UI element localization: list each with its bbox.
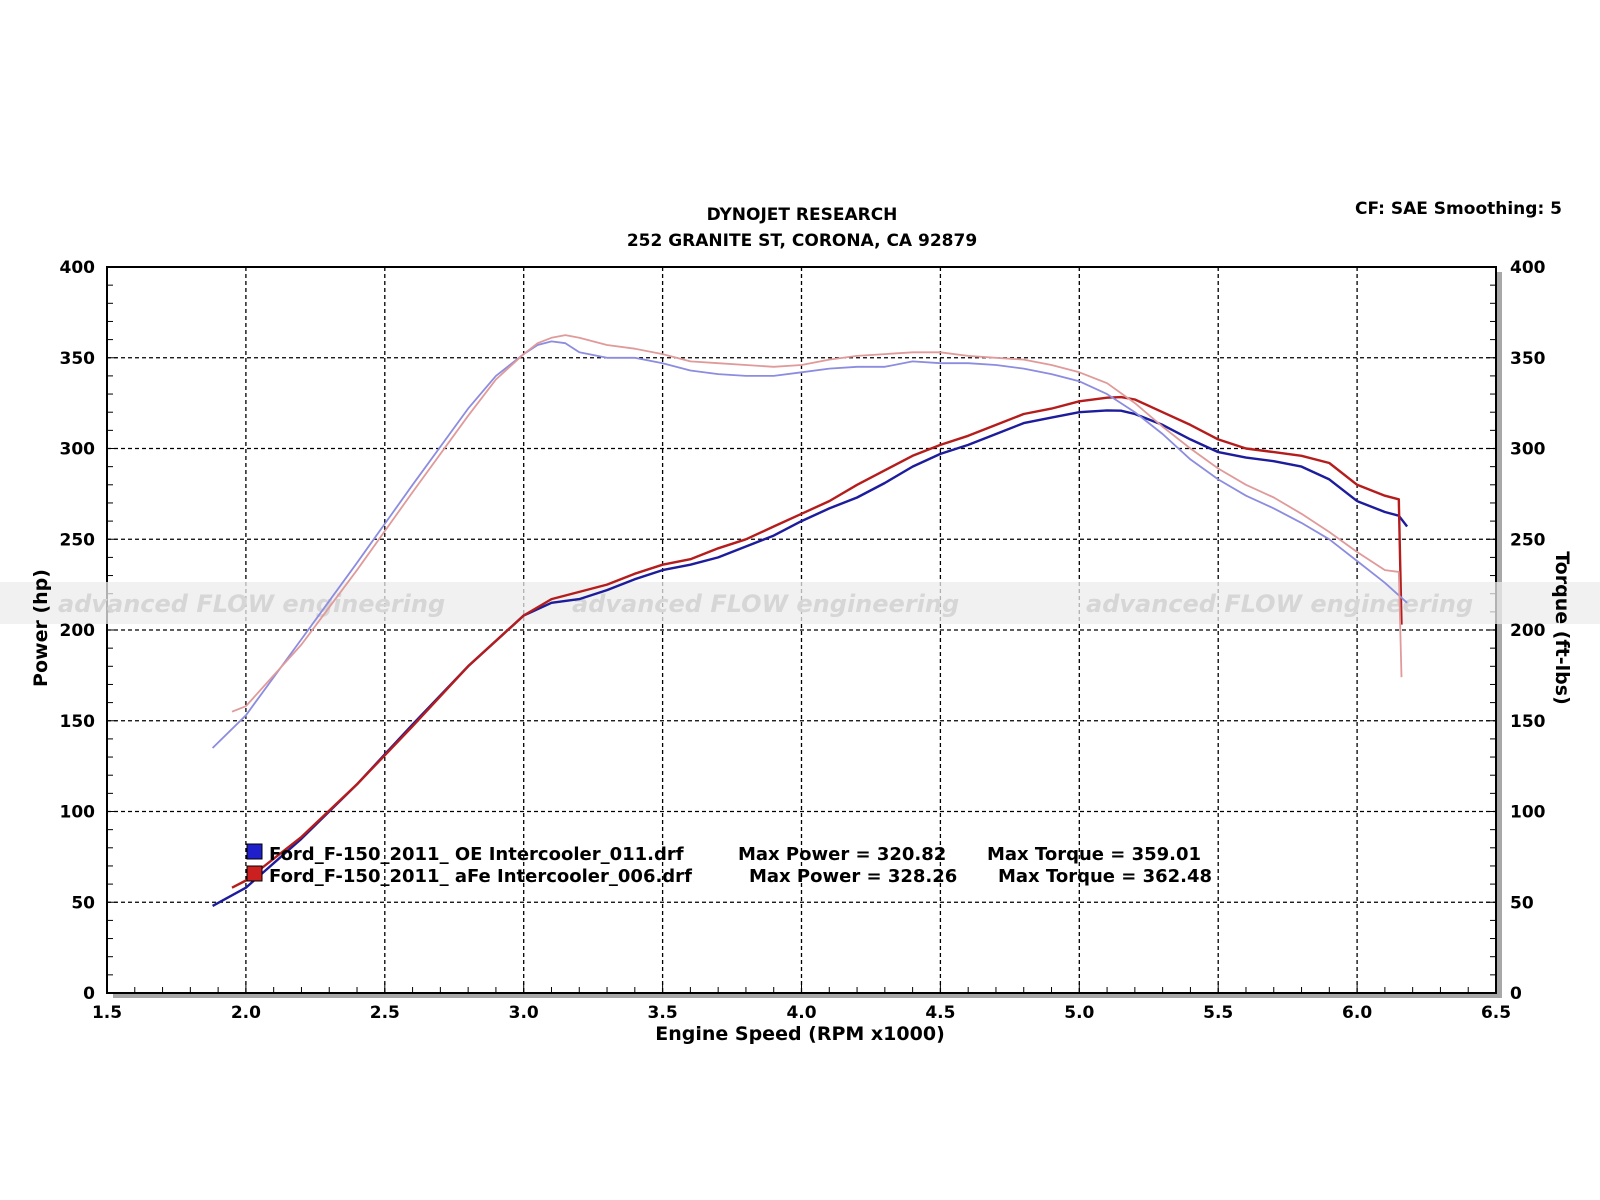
grid-lines <box>107 267 1496 993</box>
y-tick-label-left: 100 <box>60 803 96 823</box>
legend-file-afe: Ford_F-150_2011_ aFe Intercooler_006.drf <box>269 866 692 887</box>
x-axis-title: Engine Speed (RPM x1000) <box>655 1023 945 1045</box>
y-tick-label-right: 250 <box>1510 530 1546 550</box>
series-afe-power-line <box>231 395 1403 889</box>
chart-title-line1: DYNOJET RESEARCH <box>707 205 898 225</box>
chart-title-line2: 252 GRANITE ST, CORONA, CA 92879 <box>627 231 977 251</box>
x-tick-label: 3.0 <box>509 1003 539 1023</box>
watermark-text-3: advanced FLOW engineering <box>1086 590 1473 618</box>
legend-max-torque-oe: Max Torque = 359.01 <box>987 844 1201 865</box>
y-tick-label-left: 50 <box>71 893 95 913</box>
y-tick-label-left: 150 <box>60 712 96 732</box>
series-afe-torque-line <box>231 334 1403 713</box>
y-axis-title-right: Torque (ft-lbs) <box>1551 551 1573 705</box>
legend: Ford_F-150_2011_ OE Intercooler_011.drf … <box>246 843 1212 887</box>
watermark-text-2: advanced FLOW engineering <box>572 590 959 618</box>
y-tick-label-right: 300 <box>1510 440 1546 460</box>
legend-file-oe: Ford_F-150_2011_ OE Intercooler_011.drf <box>269 844 684 865</box>
y-tick-label-right: 350 <box>1510 349 1546 369</box>
y-tick-label-left: 350 <box>60 349 96 369</box>
watermark-band <box>0 582 1600 624</box>
minor-ticks <box>106 266 1497 994</box>
series-layer <box>211 334 1409 907</box>
y-tick-label-right: 100 <box>1510 803 1546 823</box>
y-tick-label-right: 50 <box>1510 893 1534 913</box>
series-oe-power-line <box>212 409 1409 907</box>
x-tick-label: 1.5 <box>92 1003 122 1023</box>
x-tick-label: 5.5 <box>1203 1003 1233 1023</box>
y-tick-label-left: 300 <box>60 440 96 460</box>
y-tick-label-right: 0 <box>1510 984 1522 1004</box>
legend-max-power-oe: Max Power = 320.82 <box>738 844 946 865</box>
legend-swatch-oe <box>246 843 263 860</box>
x-tick-label: 3.5 <box>648 1003 678 1023</box>
y-tick-label-right: 400 <box>1510 258 1546 278</box>
x-tick-label: 4.0 <box>786 1003 816 1023</box>
y-tick-label-left: 200 <box>60 621 96 641</box>
y-axis-title-left: Power (hp) <box>30 569 52 687</box>
x-tick-label: 4.5 <box>925 1003 955 1023</box>
x-tick-label: 6.0 <box>1342 1003 1372 1023</box>
y-tick-label-left: 0 <box>83 984 95 1004</box>
legend-max-torque-afe: Max Torque = 362.48 <box>998 866 1212 887</box>
x-tick-label: 2.0 <box>231 1003 261 1023</box>
x-tick-label: 2.5 <box>370 1003 400 1023</box>
y-tick-label-left: 250 <box>60 530 96 550</box>
x-tick-labels: 1.5 2.0 2.5 3.0 3.5 4.0 4.5 5.0 5.5 6.0 6.5 <box>92 1003 1511 1023</box>
legend-max-power-afe: Max Power = 328.26 <box>749 866 957 887</box>
y-tick-labels-left: 0 50 100 150 200 250 300 350 400 <box>60 258 96 1004</box>
legend-swatch-afe <box>246 865 263 882</box>
y-tick-label-left: 400 <box>60 258 96 278</box>
y-tick-label-right: 150 <box>1510 712 1546 732</box>
y-tick-label-right: 200 <box>1510 621 1546 641</box>
y-tick-labels-right: 0 50 100 150 200 250 300 350 400 <box>1510 258 1546 1004</box>
x-tick-label: 5.0 <box>1064 1003 1094 1023</box>
x-tick-label: 6.5 <box>1481 1003 1511 1023</box>
correction-info: CF: SAE Smoothing: 5 <box>1355 199 1562 219</box>
watermark-text-1: advanced FLOW engineering <box>58 590 445 618</box>
